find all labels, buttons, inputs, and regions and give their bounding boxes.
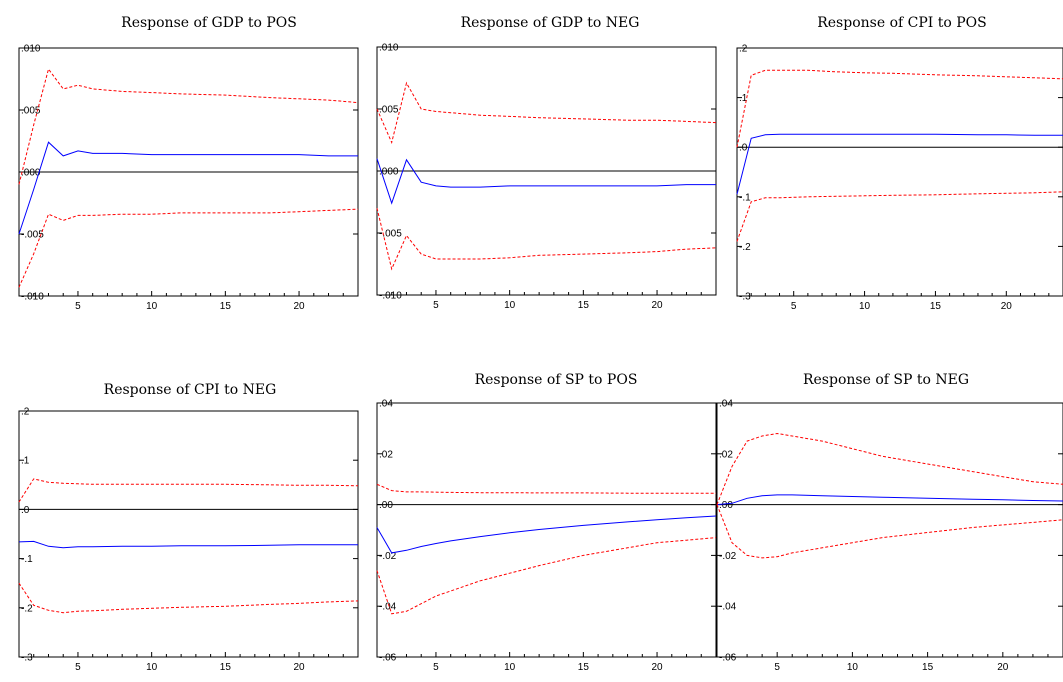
chart-title: Response of GDP to POS [121, 15, 297, 31]
y-tick-label: .010 [379, 43, 399, 54]
x-tick-label: 15 [930, 301, 942, 312]
x-tick-label: 5 [791, 301, 797, 312]
lower-band-line [376, 208, 717, 271]
response-line [736, 133, 1063, 195]
lower-band-line [18, 208, 359, 288]
upper-band-line [18, 67, 359, 185]
y-tick-label: -.010 [379, 291, 402, 302]
y-tick-label: -.2 [21, 603, 33, 614]
x-tick-label: 5 [75, 301, 81, 312]
y-tick-label: .0 [739, 143, 748, 154]
y-tick-label: -.04 [719, 602, 737, 613]
panel-5: Response of SP to POS -.06 -.04 -.02 .00 .02.… [376, 372, 717, 673]
x-tick-label: 15 [578, 300, 590, 311]
y-tick-label: .005 [379, 105, 399, 116]
x-tick-label: 5 [774, 662, 780, 673]
response-line [18, 540, 358, 549]
y-tick-label: .00 [719, 500, 733, 511]
upper-band-line [736, 69, 1063, 148]
upper-band-line [716, 432, 1063, 505]
panel-1: Response of GDP to POS -.010 -.005 .000 .005… [18, 15, 359, 312]
lower-band-line [736, 191, 1063, 242]
x-tick-label: 15 [578, 662, 590, 673]
x-tick-label: 10 [146, 301, 158, 312]
plot-frame [376, 402, 717, 658]
panel-6: Response of SP to NEG -.06 -.04 -.02 .00 .02.… [716, 372, 1063, 673]
response-line [716, 494, 1063, 506]
x-tick-label: 20 [293, 301, 305, 312]
y-tick-label: -.010 [21, 292, 44, 303]
response-line [376, 515, 717, 554]
x-tick-label: 20 [293, 662, 305, 673]
chart-title: Response of CPI to POS [817, 15, 987, 31]
y-tick-label: -.02 [379, 551, 397, 562]
upper-band-line [18, 478, 359, 503]
lower-band-line [18, 582, 359, 614]
y-tick-label: .2 [21, 407, 30, 418]
y-tick-label: .2 [739, 44, 748, 55]
y-tick-label: .02 [719, 449, 733, 460]
y-tick-label: .04 [719, 399, 733, 410]
chart-title: Response of CPI to NEG [104, 382, 277, 398]
panel-2: Response of GDP to NEG -.010 -.005 .000 .005… [376, 15, 717, 311]
y-tick-label: .000 [379, 167, 399, 178]
plot-frame [18, 410, 359, 658]
x-tick-label: 10 [859, 301, 871, 312]
x-tick-label: 20 [997, 662, 1009, 673]
panel-3: Response of CPI to POS -.3 -.2 -.1 .0 .1 .2 5 10… [736, 15, 1063, 312]
y-tick-label: .00 [379, 500, 393, 511]
y-tick-label: .02 [379, 449, 393, 460]
chart-title: Response of GDP to NEG [461, 15, 640, 31]
y-tick-label: -.2 [739, 242, 751, 253]
panel-4: Response of CPI to NEG -.3 -.2 -.1 .0 .1 .2 5 10… [18, 382, 359, 673]
x-tick-label: 5 [433, 300, 439, 311]
y-tick-label: .1 [21, 456, 30, 467]
x-tick-label: 20 [651, 300, 663, 311]
x-tick-label: 15 [922, 662, 934, 673]
x-tick-label: 10 [504, 300, 516, 311]
x-tick-label: 20 [651, 662, 663, 673]
y-tick-label: .010 [21, 44, 41, 55]
y-tick-label: -.005 [21, 230, 44, 241]
x-tick-label: 5 [75, 662, 81, 673]
y-tick-label: -.02 [719, 551, 737, 562]
y-tick-label: -.06 [379, 653, 397, 664]
x-tick-label: 10 [847, 662, 859, 673]
y-tick-label: -.1 [21, 554, 33, 565]
y-tick-label: .0 [21, 505, 30, 516]
y-tick-label: .000 [21, 168, 41, 179]
chart-title: Response of SP to NEG [803, 372, 969, 388]
plot-frame [716, 402, 1063, 658]
y-tick-label: .005 [21, 106, 41, 117]
x-tick-label: 10 [504, 662, 516, 673]
x-tick-label: 15 [220, 301, 232, 312]
upper-band-line [376, 483, 716, 494]
y-tick-label: .04 [379, 399, 393, 410]
y-tick-label: -.005 [379, 229, 402, 240]
upper-band-line [376, 81, 717, 145]
lower-band-line [376, 537, 717, 615]
y-tick-label: .1 [739, 93, 748, 104]
response-line [376, 158, 716, 205]
y-tick-label: -.3 [739, 292, 751, 303]
x-tick-label: 5 [433, 662, 439, 673]
lower-band-line [716, 504, 1063, 559]
x-tick-label: 15 [220, 662, 232, 673]
y-tick-label: -.1 [739, 192, 751, 203]
plot-frame [736, 47, 1063, 297]
x-tick-label: 20 [1001, 301, 1013, 312]
y-tick-label: -.06 [719, 653, 737, 664]
chart-title: Response of SP to POS [475, 372, 638, 388]
y-tick-label: -.04 [379, 602, 397, 613]
response-line [18, 141, 358, 235]
x-tick-label: 10 [146, 662, 158, 673]
y-tick-label: -.3 [21, 653, 33, 664]
